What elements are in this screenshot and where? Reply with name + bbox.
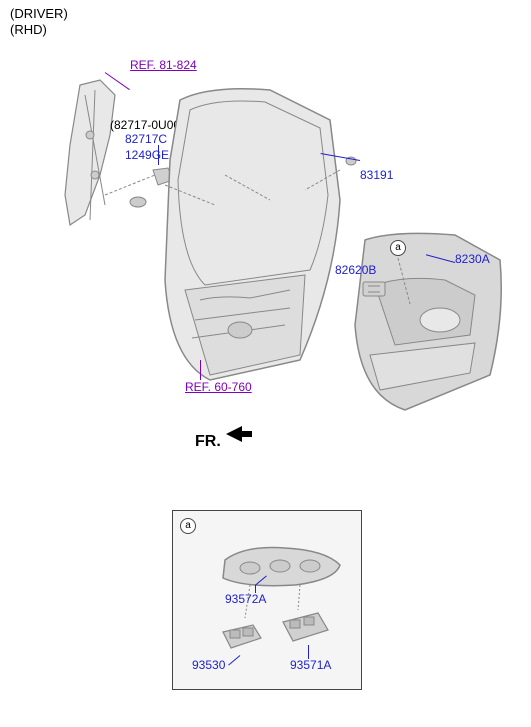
switch-bezel <box>215 540 345 590</box>
dashed-leader <box>380 256 420 306</box>
fr-arrow-icon <box>224 423 254 445</box>
rhd-label: (RHD) <box>10 22 47 37</box>
p93530[interactable]: 93530 <box>192 658 225 672</box>
circle-a-main: a <box>390 240 406 256</box>
p8230A[interactable]: 8230A <box>455 252 490 266</box>
p93571A[interactable]: 93571A <box>290 658 331 672</box>
switch-93530 <box>218 620 266 655</box>
circle-a-inset: a <box>180 518 196 534</box>
p83191[interactable]: 83191 <box>360 168 393 182</box>
ref-60-760[interactable]: REF. 60-760 <box>185 380 252 394</box>
inset-dashed-lines <box>240 585 320 620</box>
fr-label: FR. <box>195 433 221 451</box>
exploded-dashed <box>95 155 355 355</box>
ref-81-824[interactable]: REF. 81-824 <box>130 58 197 72</box>
driver-label: (DRIVER) <box>10 6 68 21</box>
